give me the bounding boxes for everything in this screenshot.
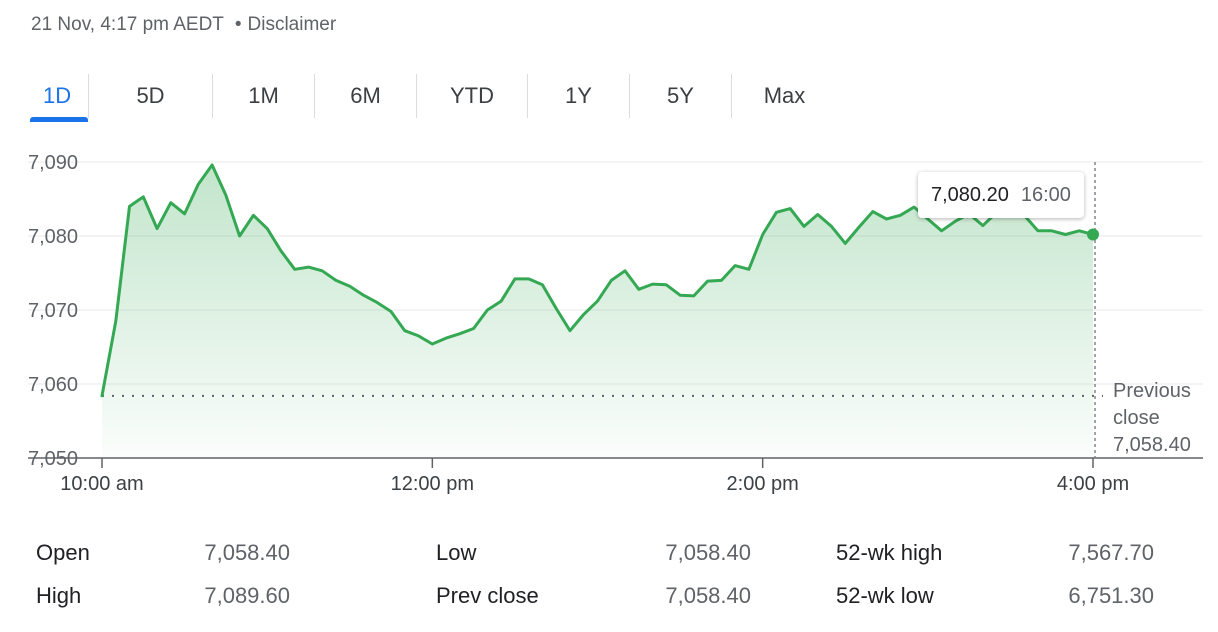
stat-label: Prev close bbox=[436, 583, 539, 608]
tab-1m[interactable]: 1M bbox=[212, 74, 314, 118]
timestamp: 21 Nov, 4:17 pm AEDT bbox=[31, 14, 224, 35]
stat-value: 7,058.40 bbox=[665, 540, 751, 565]
previous-close-value: 7,058.40 bbox=[1113, 434, 1191, 456]
y-tick-label: 7,070 bbox=[28, 300, 78, 322]
x-tick-label: 10:00 am bbox=[60, 473, 143, 495]
stat-label: High bbox=[36, 583, 82, 608]
chart-header: 21 Nov, 4:17 pm AEDT • Disclaimer bbox=[31, 14, 336, 36]
range-tabs: 1D 5D 1M 6M YTD 1Y 5Y Max bbox=[30, 74, 837, 122]
y-axis: 7,090 7,080 7,070 7,060 7,050 bbox=[28, 152, 78, 470]
stat-value: 7,089.60 bbox=[204, 583, 290, 608]
stat-value: 7,058.40 bbox=[665, 583, 751, 608]
previous-close-label: Previous close 7,058.40 bbox=[1113, 380, 1191, 456]
disclaimer-link[interactable]: Disclaimer bbox=[247, 14, 337, 35]
stat-value: 7,058.40 bbox=[204, 540, 290, 565]
tab-1d[interactable]: 1D bbox=[30, 74, 88, 122]
tab-5y[interactable]: 5Y bbox=[629, 74, 731, 118]
tab-5d[interactable]: 5D bbox=[88, 74, 212, 118]
stat-52wk-low: 52-wk low 6,751.30 bbox=[836, 583, 1154, 613]
stats-table: Open 7,058.40 High 7,089.60 Low 7,058.40… bbox=[36, 536, 1166, 626]
stat-label: Open bbox=[36, 540, 90, 565]
y-tick-label: 7,060 bbox=[28, 374, 78, 396]
stat-prev-close: Prev close 7,058.40 bbox=[436, 583, 751, 613]
tooltip-time: 16:00 bbox=[1020, 183, 1071, 206]
stat-value: 6,751.30 bbox=[1068, 583, 1154, 608]
current-price-dot bbox=[1087, 228, 1099, 241]
tab-ytd[interactable]: YTD bbox=[416, 74, 527, 118]
x-axis: 10:00 am 12:00 pm 2:00 pm 4:00 pm bbox=[60, 458, 1129, 495]
stat-label: 52-wk high bbox=[836, 540, 943, 565]
y-tick-label: 7,080 bbox=[28, 226, 78, 248]
stat-label: 52-wk low bbox=[836, 583, 934, 608]
x-tick-label: 4:00 pm bbox=[1057, 473, 1129, 495]
previous-close-label-line2: close bbox=[1113, 407, 1160, 429]
tooltip-value: 7,080.20 bbox=[931, 183, 1009, 206]
tab-1y[interactable]: 1Y bbox=[527, 74, 629, 118]
tab-6m[interactable]: 6M bbox=[314, 74, 416, 118]
y-tick-label: 7,050 bbox=[28, 448, 78, 470]
stat-52wk-high: 52-wk high 7,567.70 bbox=[836, 540, 1154, 570]
tab-max[interactable]: Max bbox=[731, 74, 837, 118]
stat-low: Low 7,058.40 bbox=[436, 540, 751, 570]
price-line bbox=[100, 163, 1095, 398]
stat-label: Low bbox=[436, 540, 477, 565]
x-tick-label: 2:00 pm bbox=[727, 473, 799, 495]
x-tick-label: 12:00 pm bbox=[391, 473, 474, 495]
header-separator: • bbox=[234, 14, 242, 35]
previous-close-label-line1: Previous bbox=[1113, 380, 1191, 402]
stat-value: 7,567.70 bbox=[1068, 540, 1154, 565]
y-tick-label: 7,090 bbox=[28, 152, 78, 174]
stat-open: Open 7,058.40 bbox=[36, 540, 290, 570]
price-tooltip: 7,080.20 16:00 bbox=[918, 172, 1084, 218]
price-chart[interactable]: 7,090 7,080 7,070 7,060 7,050 10:00 am 12:00 … bbox=[0, 130, 1218, 500]
price-area bbox=[102, 165, 1093, 458]
stat-high: High 7,089.60 bbox=[36, 583, 290, 613]
